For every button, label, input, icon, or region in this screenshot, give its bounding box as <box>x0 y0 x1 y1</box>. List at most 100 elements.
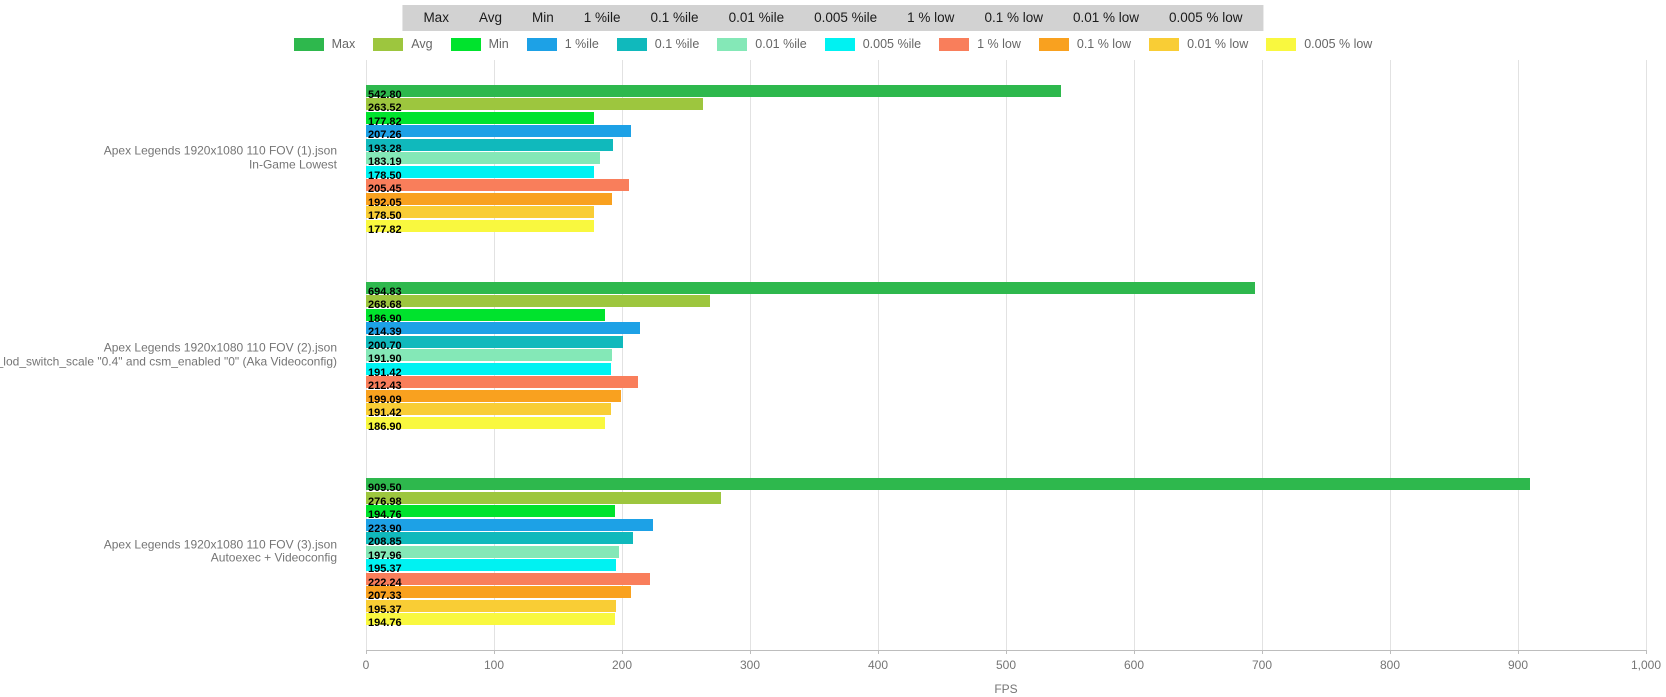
toolbar-item-0-1-low[interactable]: 0.1 % low <box>984 10 1043 25</box>
legend-swatch-0-1-low <box>1038 37 1069 51</box>
x-axis-title: FPS <box>994 682 1018 696</box>
toolbar-item-avg[interactable]: Avg <box>478 10 502 25</box>
bar-value-label: 207.33 <box>368 590 402 603</box>
tickmark-900 <box>1518 650 1519 654</box>
bar-value-label: 193.28 <box>368 142 402 155</box>
gridline-500 <box>1006 60 1007 650</box>
legend: Max Avg Min 1 %ile 0.1 %ile 0.01 %ile 0.005 %i… <box>0 36 1666 52</box>
toolbar-item-0-01-low[interactable]: 0.01 % low <box>1072 10 1140 25</box>
category-label-line1: Apex Legends 1920x1080 110 FOV (2).json <box>103 340 337 355</box>
bar-group1-max: 542.80 <box>366 84 1061 101</box>
bar-group2-0-005-low: 186.90 <box>366 416 606 433</box>
legend-label: 0.005 %ile <box>862 37 922 51</box>
bar-group1-0-01-ile: 183.19 <box>366 152 601 168</box>
legend-label: 0.01 %ile <box>755 37 807 51</box>
bar-group2-1-low: 212.43 <box>366 376 638 392</box>
bar-group3-0-005-ile: 195.37 <box>366 559 617 575</box>
legend-item-0-1-low[interactable]: 0.1 % low <box>1038 37 1132 51</box>
bar-group2-0-1-low: 199.09 <box>366 389 621 406</box>
category-label-line2: In-Game Lowest <box>248 157 337 172</box>
legend-swatch-max <box>293 37 324 51</box>
category-label-line2: r_lod_switch_scale "0.4" and csm_enabled… <box>0 354 337 368</box>
bar-value-label: 207.26 <box>368 129 402 142</box>
legend-label: 0.005 % low <box>1304 37 1373 51</box>
bar-group1-1-ile: 207.26 <box>366 125 632 141</box>
category-label-1: Apex Legends 1920x1080 110 FOV (1).json I… <box>103 143 337 172</box>
tickmark-1000 <box>1646 650 1647 654</box>
gridline-700 <box>1262 60 1263 650</box>
legend-item-max[interactable]: Max <box>293 37 355 51</box>
legend-item-min[interactable]: Min <box>450 37 509 51</box>
bar-group3-min: 194.76 <box>366 505 616 521</box>
category-label-line1: Apex Legends 1920x1080 110 FOV (3).json <box>103 537 337 552</box>
legend-label: Min <box>488 37 509 51</box>
legend-swatch-0-01-ile <box>717 37 748 51</box>
bar-value-label: 199.09 <box>368 393 402 406</box>
legend-swatch-1-low <box>939 37 970 51</box>
bar-group2-0-005-ile: 191.42 <box>366 362 612 379</box>
category-label-line1: Apex Legends 1920x1080 110 FOV (1).json <box>103 143 337 158</box>
bar-group3-0-1-low: 207.33 <box>366 586 632 602</box>
tickmark-100 <box>494 650 495 654</box>
category-label-line2: Autoexec + Videoconfig <box>210 550 337 565</box>
category-label-3: Apex Legends 1920x1080 110 FOV (3).json A… <box>104 538 337 565</box>
bar-value-label: 194.76 <box>368 509 402 522</box>
toolbar-item-1-low[interactable]: 1 % low <box>907 10 955 25</box>
bar-group1-1-low: 205.45 <box>366 179 629 195</box>
toolbar-item-min[interactable]: Min <box>531 10 554 25</box>
gridline-200 <box>622 60 623 650</box>
legend-swatch-min <box>450 37 481 51</box>
tickmark-500 <box>1006 650 1007 654</box>
bar-value-label: 191.42 <box>368 407 402 419</box>
bar-value-label: 197.96 <box>368 549 402 562</box>
toolbar-item-0-01-ile[interactable]: 0.01 %ile <box>728 10 785 25</box>
legend-swatch-0-005-low <box>1266 37 1297 51</box>
toolbar-item-max[interactable]: Max <box>423 10 449 25</box>
toolbar-item-1-ile[interactable]: 1 %ile <box>583 10 621 25</box>
tickmark-800 <box>1390 650 1391 654</box>
bar-value-label: 694.83 <box>368 285 402 298</box>
legend-item-0-1-ile[interactable]: 0.1 %ile <box>616 37 699 51</box>
tick-label-900: 900 <box>1507 658 1529 672</box>
bar-group3-max: 909.50 <box>366 478 1531 494</box>
tick-label-700: 700 <box>1251 658 1273 672</box>
bar-value-label: 909.50 <box>368 482 402 495</box>
series-toolbar: Max Avg Min 1 %ile 0.1 %ile 0.01 %ile 0.005 %i… <box>402 5 1264 31</box>
bar-group3-0-1-ile: 208.85 <box>366 532 634 548</box>
bar-group1-0-1-low: 192.05 <box>366 192 612 209</box>
chart-area: Apex Legends 1920x1080 110 FOV (1).json I… <box>0 60 1666 697</box>
toolbar-item-0-005-low[interactable]: 0.005 % low <box>1169 10 1243 25</box>
legend-item-0-005-low[interactable]: 0.005 % low <box>1266 37 1372 51</box>
tick-label-400: 400 <box>867 658 889 672</box>
bar-value-label: 186.90 <box>368 312 402 325</box>
bar-group3-0-005-low: 194.76 <box>366 613 616 629</box>
bar-value-label: 194.76 <box>368 617 402 630</box>
tick-label-500: 500 <box>995 658 1017 672</box>
bar-group1-0-1-ile: 193.28 <box>366 138 614 155</box>
bar-value-label: 208.85 <box>368 536 402 549</box>
bar-group2-0-1-ile: 200.70 <box>366 335 623 352</box>
legend-item-1-ile[interactable]: 1 %ile <box>526 37 599 51</box>
bar-value-label: 186.90 <box>368 420 402 433</box>
legend-item-1-low[interactable]: 1 % low <box>939 37 1021 51</box>
bar-value-label: 192.05 <box>368 196 402 209</box>
tick-label-300: 300 <box>739 658 761 672</box>
bar-group2-0-01-low: 191.42 <box>366 403 612 419</box>
tick-label-600: 600 <box>1123 658 1145 672</box>
toolbar-item-0-005-ile[interactable]: 0.005 %ile <box>814 10 878 25</box>
bar-value-label: 191.90 <box>368 353 402 365</box>
legend-item-0-01-low[interactable]: 0.01 % low <box>1149 37 1248 51</box>
legend-item-avg[interactable]: Avg <box>373 37 433 51</box>
bar-value-label: 268.68 <box>368 299 402 311</box>
tick-label-1000: 1,000 <box>1630 658 1662 672</box>
toolbar-item-0-1-ile[interactable]: 0.1 %ile <box>650 10 699 25</box>
tickmark-300 <box>750 650 751 654</box>
legend-item-0-01-ile[interactable]: 0.01 %ile <box>717 37 807 51</box>
legend-swatch-0-005-ile <box>824 37 855 51</box>
legend-label: 0.1 % low <box>1076 37 1132 51</box>
bar-group3-1-ile: 223.90 <box>366 518 653 535</box>
bar-group1-avg: 263.52 <box>366 98 704 114</box>
legend-item-0-005-ile[interactable]: 0.005 %ile <box>824 37 922 51</box>
gridline-300 <box>750 60 751 650</box>
